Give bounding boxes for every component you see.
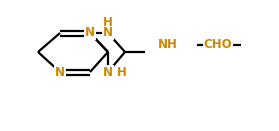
Text: H: H [117, 66, 127, 78]
Text: H: H [103, 15, 113, 29]
Text: CHO: CHO [204, 39, 232, 51]
Text: N: N [103, 66, 113, 78]
Text: NH: NH [158, 39, 178, 51]
Text: N: N [103, 26, 113, 40]
Text: N: N [85, 26, 95, 40]
Text: N: N [55, 66, 65, 78]
